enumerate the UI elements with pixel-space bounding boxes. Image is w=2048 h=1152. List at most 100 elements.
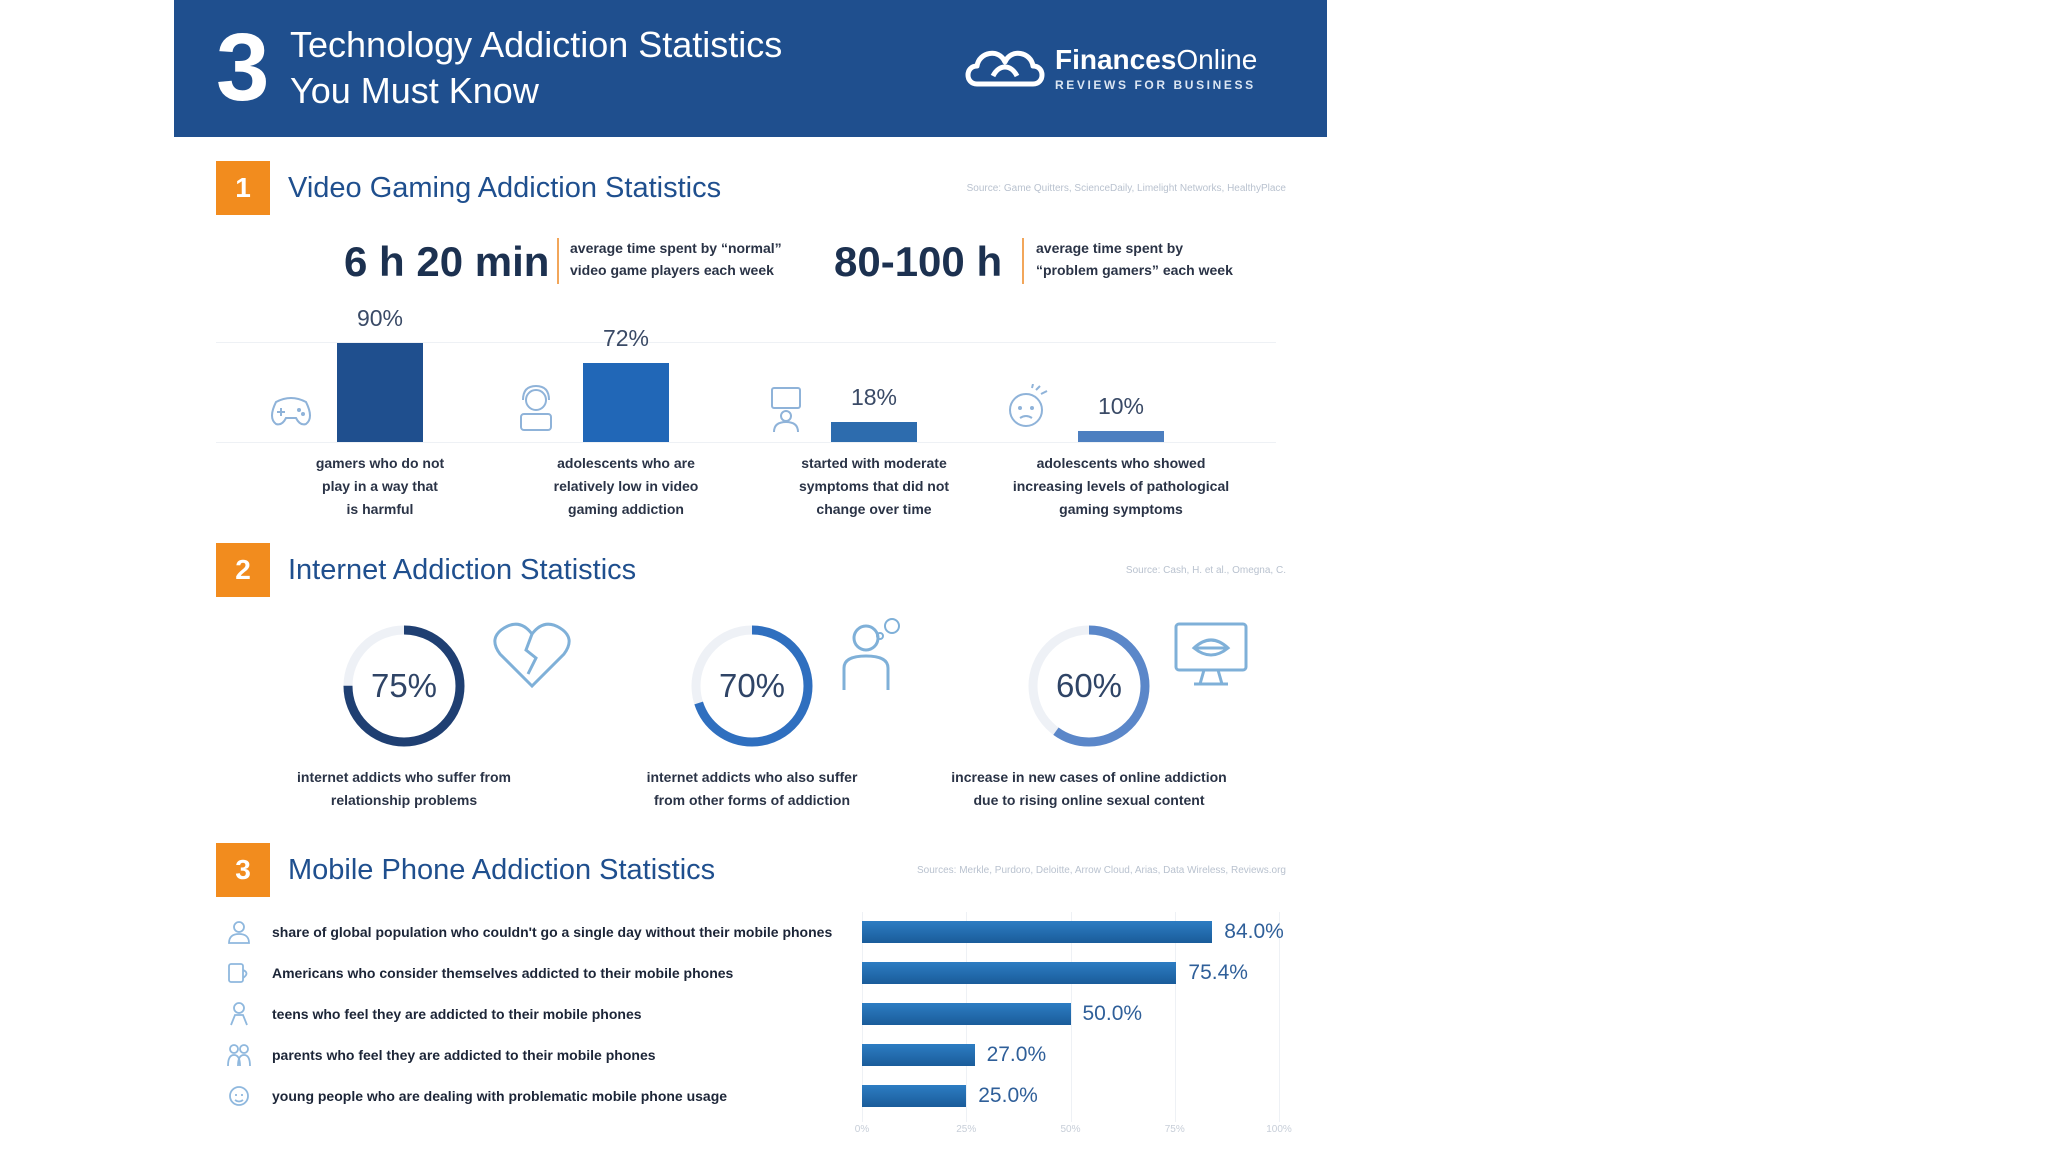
brand-name: FinancesOnline: [1055, 44, 1258, 75]
donut-value: 70%: [718, 667, 786, 704]
phone-hand-icon: [228, 963, 248, 983]
section1-heading: 1 Video Gaming Addiction Statistics Sour…: [216, 161, 1286, 215]
section2-source: Source: Cash, H. et al., Omegna, C.: [1125, 565, 1286, 576]
gridline: [216, 342, 1276, 343]
donut-arc: [691, 625, 813, 747]
donut-description: internet addicts who suffer from relation…: [244, 766, 564, 812]
gridline: [1174, 912, 1176, 1122]
gridline: [1070, 912, 1072, 1122]
donut-arc: [1028, 625, 1150, 747]
x-tick-label: 0%: [854, 1124, 870, 1135]
description-line: started with moderate: [801, 455, 947, 471]
description-line: adolescents who are: [557, 455, 695, 471]
brand-logo[interactable]: FinancesOnline REVIEWS FOR BUSINESS: [963, 40, 1283, 100]
baseline: [216, 442, 1276, 443]
description-line: internet addicts who suffer from: [297, 769, 511, 785]
description-line: increase in new cases of online addictio…: [951, 769, 1227, 785]
headset-gamer-icon: [520, 384, 552, 431]
header-title-line2: You Must Know: [290, 70, 539, 111]
description-line: gaming addiction: [568, 501, 684, 517]
infographic: 3 Technology Addiction Statistics You Mu…: [174, 0, 1327, 1152]
mobile-bar-value: 27.0%: [986, 1043, 1047, 1066]
broken-heart-icon: [493, 622, 571, 689]
section3-title: Mobile Phone Addiction Statistics: [288, 854, 716, 886]
gaming-bar-value: 90%: [356, 305, 404, 331]
mobile-bar-value: 50.0%: [1082, 1002, 1143, 1025]
gaming-bar-value: 72%: [602, 324, 650, 351]
description-line: play in a way that: [322, 478, 438, 494]
video-gaming-bar-chart: 90% gamers who do not play in a way that is…: [216, 290, 1316, 550]
mobile-row-label: young people who are dealing with proble…: [272, 1088, 728, 1104]
gamer-at-screen-icon: [771, 387, 801, 432]
monitor-lips-icon: [1174, 622, 1248, 686]
mobile-bar: [862, 1085, 967, 1107]
section2-heading: 2 Internet Addiction Statistics Source: …: [216, 543, 1286, 597]
description-line: symptoms that did not: [798, 478, 950, 494]
header-title-line1: Technology Addiction Statistics: [290, 24, 783, 65]
gaming-bar-description: started with moderate symptoms that did n…: [759, 452, 989, 521]
brand-tagline: REVIEWS FOR BUSINESS: [1055, 78, 1256, 92]
globe-person-icon: [228, 921, 250, 944]
description-line: relationship problems: [330, 792, 478, 808]
section2-title: Internet Addiction Statistics: [288, 554, 637, 586]
gaming-bar: [583, 362, 669, 442]
stat-normal-gamers-value: 6 h 20 min: [344, 238, 550, 285]
mobile-bar: [862, 1003, 1071, 1025]
gaming-bar-value: 10%: [1097, 393, 1145, 419]
gaming-bar-description: adolescents who showed increasing levels …: [1006, 452, 1236, 521]
x-tick-label: 75%: [1164, 1124, 1185, 1135]
donut-arc: [343, 625, 465, 747]
mobile-bar: [862, 1044, 975, 1066]
mobile-bar-value: 75.4%: [1188, 961, 1248, 984]
section1-number: 1: [216, 161, 270, 215]
description-line: relatively low in video: [553, 478, 699, 494]
game-controller-icon: [271, 397, 311, 426]
internet-donut-chart: [1028, 625, 1150, 747]
person-thinking-icon: [842, 618, 900, 690]
internet-donut-chart: [343, 625, 465, 747]
mobile-row-label: share of global population who couldn't …: [272, 924, 833, 940]
section1-title: Video Gaming Addiction Statistics: [288, 172, 722, 204]
gaming-bar: [337, 343, 423, 442]
section3-source: Sources: Merkle, Purdoro, Deloitte, Arro…: [916, 865, 1286, 876]
mobile-bar-value: 25.0%: [978, 1084, 1038, 1107]
gaming-bar-value: 18%: [850, 384, 898, 411]
stressed-face-icon: [1009, 384, 1048, 427]
stat-normal-gamers-desc: average time spent by “normal” video game…: [570, 240, 782, 278]
mobile-row-label: parents who feel they are addicted to th…: [272, 1047, 656, 1063]
gridline: [1279, 912, 1280, 1122]
young-person-icon: [229, 1086, 249, 1106]
parents-icon: [227, 1044, 251, 1067]
description-line: gamers who do not: [315, 455, 445, 471]
description-line: due to rising online sexual content: [973, 792, 1205, 808]
internet-donut-chart: [691, 625, 813, 747]
x-tick-label: 25%: [956, 1124, 977, 1135]
stat-problem-gamers-value: 80-100 h: [834, 238, 1003, 285]
x-tick-label: 50%: [1060, 1124, 1081, 1135]
section1-source: Source: Game Quitters, ScienceDaily, Lim…: [966, 183, 1286, 194]
teen-icon: [230, 1002, 248, 1026]
section3-number: 3: [216, 843, 270, 897]
stat-divider: [557, 238, 559, 284]
stat-problem-gamers-desc: average time spent by “problem gamers” ea…: [1036, 240, 1233, 278]
section3-heading: 3 Mobile Phone Addiction Statistics Sour…: [216, 843, 1286, 897]
gaming-bar-description: adolescents who are relatively low in vid…: [511, 452, 741, 521]
mobile-bar: [862, 921, 1213, 943]
stat-divider: [1022, 238, 1024, 284]
header-title: Technology Addiction Statistics You Must…: [290, 22, 782, 114]
header-banner: 3 Technology Addiction Statistics You Mu…: [174, 0, 1327, 137]
x-tick-label: 100%: [1266, 1124, 1292, 1135]
gaming-bar: [1078, 431, 1164, 442]
mobile-bar: [862, 962, 1177, 984]
donut-value: 60%: [1055, 667, 1123, 704]
description-line: internet addicts who also suffer: [646, 769, 858, 785]
mobile-bar-value: 84.0%: [1224, 920, 1284, 943]
mobile-row-label: teens who feel they are addicted to thei…: [272, 1006, 642, 1022]
cloud-logo-icon: [965, 50, 1045, 87]
description-line: adolescents who showed: [1036, 455, 1206, 471]
description-line: from other forms of addiction: [654, 792, 850, 808]
gaming-bar: [831, 422, 917, 442]
description-line: gaming symptoms: [1059, 501, 1183, 517]
description-line: increasing levels of pathological: [1012, 478, 1230, 494]
donut-description: internet addicts who also suffer from oth…: [592, 766, 912, 812]
